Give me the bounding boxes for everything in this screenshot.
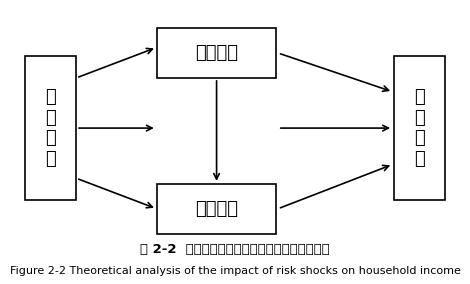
Bar — [157, 184, 276, 234]
Text: 家
庭
收
入: 家 庭 收 入 — [414, 88, 424, 168]
Text: 风险应对: 风险应对 — [195, 200, 238, 218]
Bar — [25, 56, 76, 201]
Text: 风
险
冲
击: 风 险 冲 击 — [46, 88, 56, 168]
Text: 资源禀赋: 资源禀赋 — [195, 44, 238, 62]
Text: Figure 2-2 Theoretical analysis of the impact of risk shocks on household income: Figure 2-2 Theoretical analysis of the i… — [9, 266, 461, 275]
Bar — [394, 56, 445, 201]
Bar — [157, 28, 276, 78]
Text: 图 2-2  风险冲击对于农户收入的影响理论分析图: 图 2-2 风险冲击对于农户收入的影响理论分析图 — [140, 243, 330, 256]
